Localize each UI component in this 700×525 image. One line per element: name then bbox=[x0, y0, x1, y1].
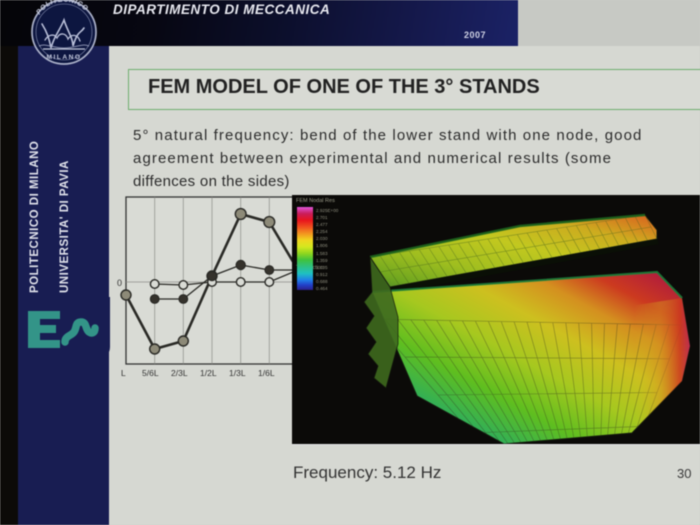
svg-text:1/3L: 1/3L bbox=[229, 368, 246, 378]
svg-text:0: 0 bbox=[117, 278, 122, 288]
svg-text:MILANO: MILANO bbox=[46, 54, 81, 61]
svg-text:1/6L: 1/6L bbox=[258, 368, 275, 378]
svg-text:L: L bbox=[121, 368, 126, 378]
svg-text:2/3L: 2/3L bbox=[171, 368, 188, 378]
svg-text:5/6L: 5/6L bbox=[142, 368, 159, 378]
svg-text:1/2L: 1/2L bbox=[200, 368, 217, 378]
